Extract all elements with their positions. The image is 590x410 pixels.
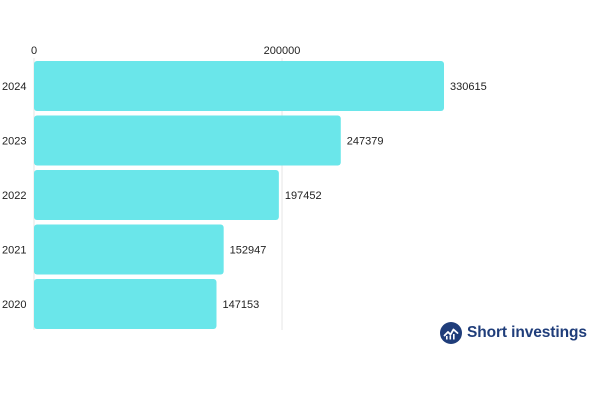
category-label: 2021 <box>2 245 26 257</box>
value-label: 247379 <box>347 136 384 148</box>
value-label: 152947 <box>230 245 267 257</box>
bar <box>34 61 444 111</box>
category-label: 2023 <box>2 136 26 148</box>
brand-logo-icon <box>440 322 462 344</box>
x-tick-label: 200000 <box>264 45 301 57</box>
bar <box>34 170 279 220</box>
value-label: 330615 <box>450 81 487 93</box>
x-tick-label: 0 <box>31 45 37 57</box>
value-label: 147153 <box>222 299 259 311</box>
value-label: 197452 <box>285 190 322 202</box>
bars <box>34 61 444 329</box>
bar <box>34 279 217 329</box>
watermark-logo: Short investings <box>440 322 587 344</box>
category-label: 2024 <box>2 81 26 93</box>
category-label: 2022 <box>2 190 26 202</box>
bar <box>34 224 224 275</box>
bar <box>34 115 341 166</box>
category-label: 2020 <box>2 299 26 311</box>
labels: 0 200000 2024 330615 2023 247379 2022 197452 202… <box>2 45 487 311</box>
watermark-text: Short investings <box>467 324 587 341</box>
